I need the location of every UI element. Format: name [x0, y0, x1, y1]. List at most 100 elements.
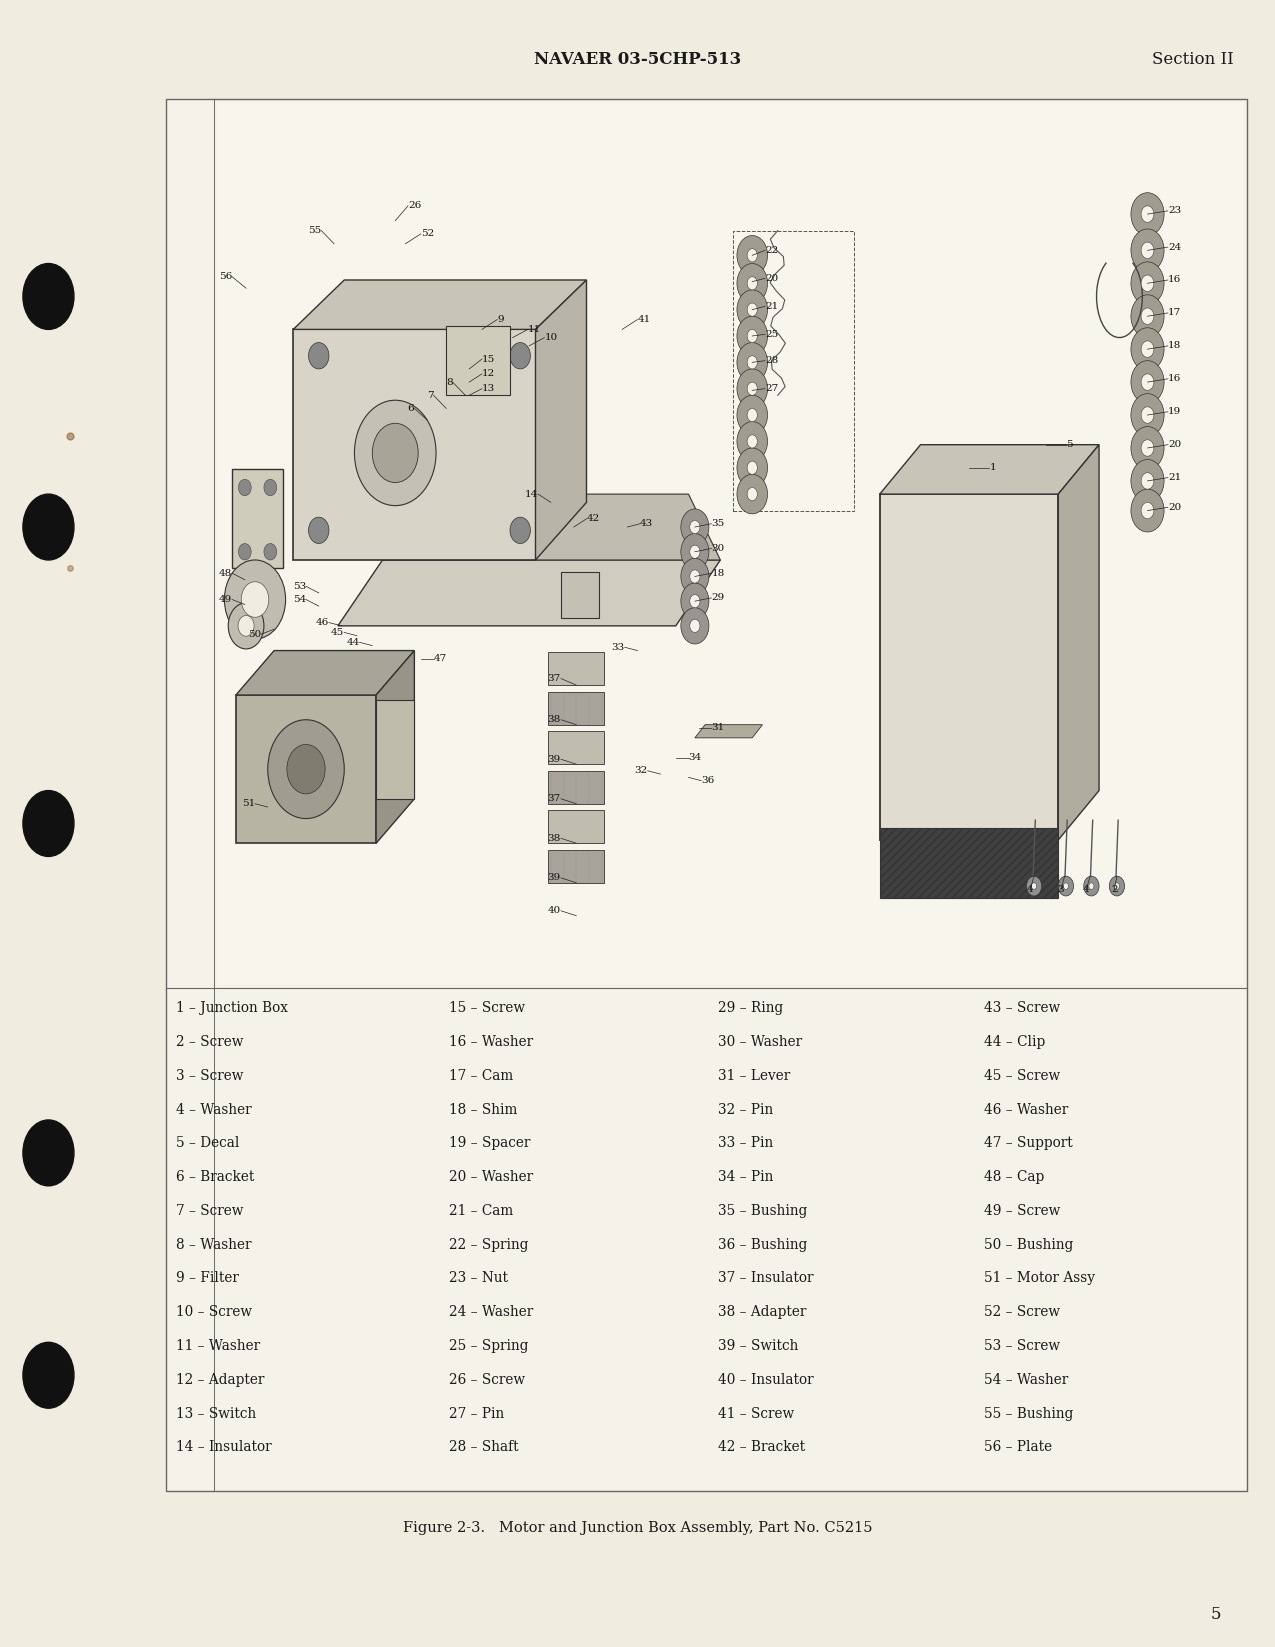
Text: 42 – Bracket: 42 – Bracket — [718, 1439, 805, 1454]
Text: 20 – Washer: 20 – Washer — [449, 1169, 533, 1184]
Text: 16 – Washer: 16 – Washer — [449, 1036, 533, 1049]
Text: 23: 23 — [1168, 206, 1181, 216]
Circle shape — [23, 791, 74, 856]
Text: 48: 48 — [219, 568, 232, 578]
Circle shape — [23, 1120, 74, 1186]
Text: 17 – Cam: 17 – Cam — [449, 1069, 513, 1084]
Text: NAVAER 03-5CHP-513: NAVAER 03-5CHP-513 — [534, 51, 741, 68]
Bar — [548, 810, 604, 843]
Text: 10: 10 — [544, 333, 557, 343]
Circle shape — [23, 1342, 74, 1408]
Circle shape — [1131, 229, 1164, 272]
Text: 18: 18 — [711, 568, 724, 578]
Text: 44 – Clip: 44 – Clip — [984, 1036, 1046, 1049]
Text: 53: 53 — [293, 581, 306, 591]
Text: 21: 21 — [1168, 473, 1181, 483]
Text: 1 – Junction Box: 1 – Junction Box — [176, 1001, 288, 1016]
Text: 34 – Pin: 34 – Pin — [718, 1169, 773, 1184]
Text: 31: 31 — [711, 723, 724, 733]
Bar — [880, 828, 1058, 898]
Text: 11: 11 — [528, 324, 541, 334]
Bar — [217, 102, 1244, 985]
Text: 26: 26 — [408, 201, 421, 211]
Text: 43 – Screw: 43 – Screw — [984, 1001, 1061, 1016]
Circle shape — [737, 316, 768, 356]
Text: 20: 20 — [765, 273, 778, 283]
Text: 28: 28 — [765, 356, 778, 366]
Circle shape — [681, 558, 709, 595]
Text: 3: 3 — [1057, 884, 1065, 894]
Text: 47 – Support: 47 – Support — [984, 1136, 1074, 1151]
Text: 3 – Screw: 3 – Screw — [176, 1069, 244, 1084]
Circle shape — [1058, 876, 1074, 896]
Circle shape — [1084, 876, 1099, 896]
Text: 49: 49 — [219, 595, 232, 604]
Circle shape — [1114, 883, 1119, 889]
Text: 5: 5 — [1211, 1606, 1221, 1622]
Circle shape — [1141, 374, 1154, 390]
Text: 38: 38 — [548, 715, 561, 725]
Text: 33: 33 — [612, 642, 625, 652]
Bar — [548, 652, 604, 685]
Text: 34: 34 — [688, 753, 701, 763]
Circle shape — [1131, 295, 1164, 338]
Text: 46 – Washer: 46 – Washer — [984, 1103, 1068, 1117]
Text: 25: 25 — [765, 329, 778, 339]
Text: 51: 51 — [242, 799, 255, 809]
Text: 37: 37 — [548, 674, 561, 684]
Text: 27 – Pin: 27 – Pin — [449, 1407, 504, 1421]
Text: 13: 13 — [482, 384, 495, 394]
Circle shape — [690, 595, 700, 608]
Circle shape — [681, 583, 709, 619]
Text: 20: 20 — [1168, 440, 1181, 450]
Text: 26 – Screw: 26 – Screw — [449, 1374, 525, 1387]
Circle shape — [747, 382, 757, 395]
Text: 56 – Plate: 56 – Plate — [984, 1439, 1052, 1454]
Text: 18: 18 — [1168, 341, 1181, 351]
Circle shape — [737, 474, 768, 514]
Circle shape — [747, 277, 757, 290]
Text: 9 – Filter: 9 – Filter — [176, 1271, 238, 1286]
Circle shape — [690, 520, 700, 534]
Circle shape — [354, 400, 436, 506]
Circle shape — [1131, 427, 1164, 469]
Text: 4: 4 — [1082, 884, 1090, 894]
Text: 8 – Washer: 8 – Washer — [176, 1239, 251, 1252]
Text: 41 – Screw: 41 – Screw — [718, 1407, 794, 1421]
Text: 55: 55 — [309, 226, 321, 236]
Text: 39 – Switch: 39 – Switch — [718, 1339, 798, 1354]
Text: 46: 46 — [316, 618, 329, 628]
Text: 54 – Washer: 54 – Washer — [984, 1374, 1068, 1387]
Polygon shape — [536, 280, 586, 560]
Polygon shape — [695, 725, 762, 738]
Circle shape — [737, 369, 768, 408]
Circle shape — [510, 517, 530, 544]
Circle shape — [737, 264, 768, 303]
Circle shape — [737, 236, 768, 275]
Text: 36: 36 — [701, 776, 714, 786]
Circle shape — [224, 560, 286, 639]
Circle shape — [747, 461, 757, 474]
Circle shape — [1131, 394, 1164, 436]
Text: 53 – Screw: 53 – Screw — [984, 1339, 1061, 1354]
Text: 28 – Shaft: 28 – Shaft — [449, 1439, 519, 1454]
Circle shape — [309, 343, 329, 369]
Circle shape — [1089, 883, 1094, 889]
Circle shape — [737, 422, 768, 461]
Circle shape — [1141, 206, 1154, 222]
Circle shape — [1063, 883, 1068, 889]
Text: 18 – Shim: 18 – Shim — [449, 1103, 518, 1117]
Circle shape — [747, 329, 757, 343]
Text: 2 – Screw: 2 – Screw — [176, 1036, 244, 1049]
Text: 51 – Motor Assy: 51 – Motor Assy — [984, 1271, 1095, 1286]
Text: 15: 15 — [482, 354, 495, 364]
Circle shape — [1131, 361, 1164, 404]
Circle shape — [1131, 460, 1164, 502]
Circle shape — [690, 545, 700, 558]
Text: 30: 30 — [711, 544, 724, 553]
Text: 30 – Washer: 30 – Washer — [718, 1036, 802, 1049]
Polygon shape — [880, 494, 1058, 840]
Text: 44: 44 — [347, 637, 360, 647]
Text: 37 – Insulator: 37 – Insulator — [718, 1271, 813, 1286]
Circle shape — [690, 619, 700, 632]
